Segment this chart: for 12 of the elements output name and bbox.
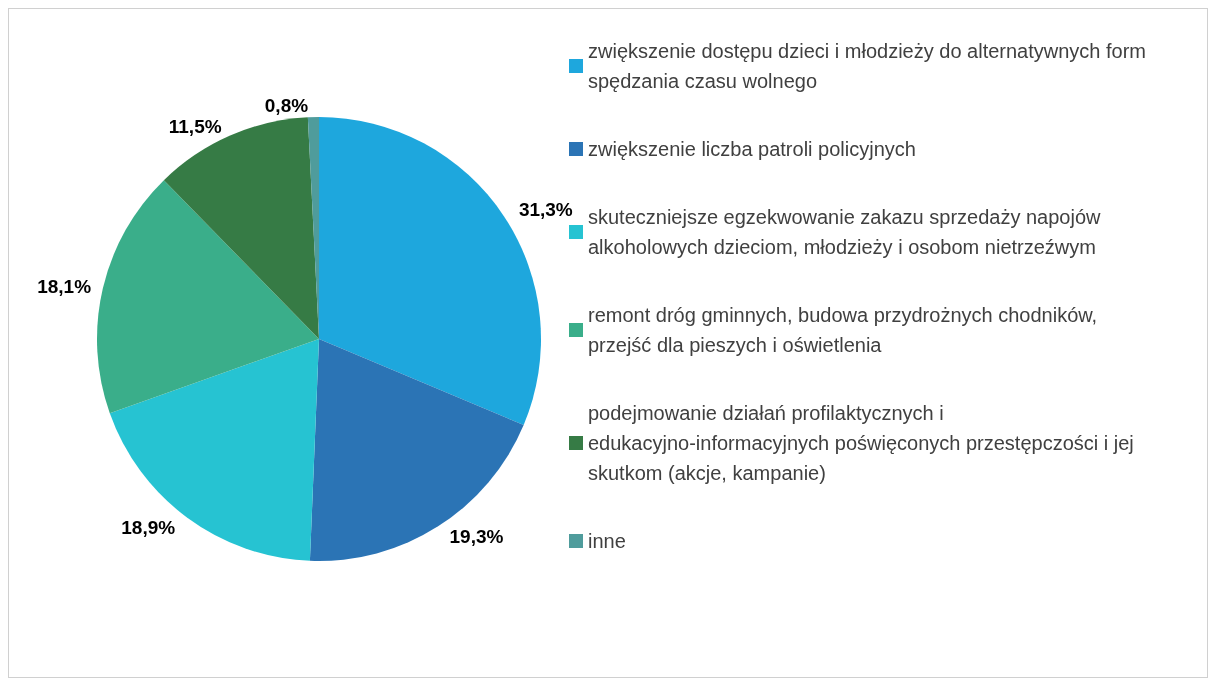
legend-label: podejmowanie działań profilaktycznych i edukacyjno-informacyjnych poświęconych przestępczości i jej skutkom (akcje, kampanie) [588, 402, 1140, 484]
data-label: 31,3% [518, 198, 573, 220]
legend-label: zwiększenie liczba patroli policyjnych [588, 138, 916, 160]
data-label: 19,3% [449, 526, 504, 547]
data-label: 0,8% [264, 94, 309, 116]
data-label: 18,1% [37, 275, 92, 297]
data-label: 18,9% [121, 516, 176, 538]
legend-label: remont dróg gminnych, budowa przydrożnych chodników, przejść dla pieszych i oświetlenia [588, 304, 1103, 356]
legend-label: skuteczniejsze egzekwowanie zakazu sprzedaży napojów alkoholowych dzieciom, młodzieży i osobom nietrzeźwym [588, 206, 1107, 258]
legend-label: inne [588, 530, 626, 552]
data-label: 11,5% [168, 115, 222, 137]
legend-label: zwiększenie dostępu dzieci i młodzieży do alternatywnych form spędzania czasu wolnego [588, 40, 1152, 92]
